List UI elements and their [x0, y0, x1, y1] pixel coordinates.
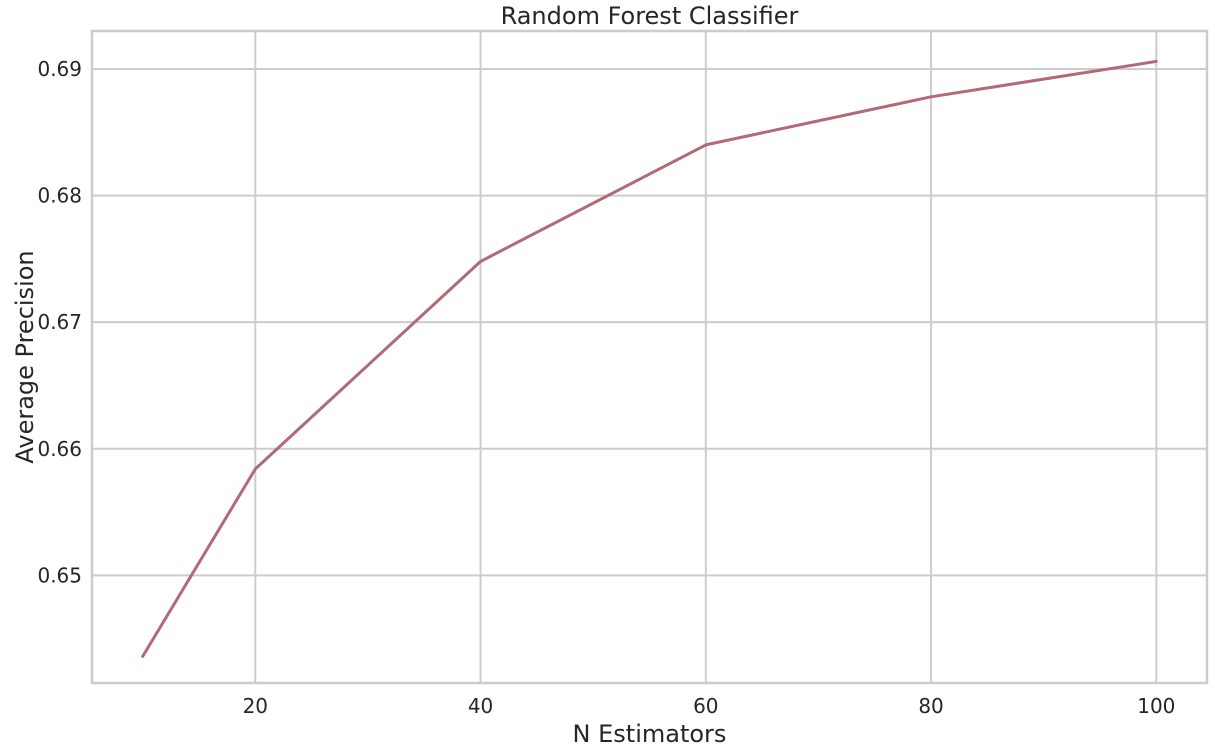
- y-axis-label: Average Precision: [11, 250, 39, 463]
- y-tick-label: 0.65: [37, 563, 82, 587]
- x-tick-label: 40: [468, 694, 493, 718]
- x-tick-label: 100: [1137, 694, 1175, 718]
- plot-frame: [90, 29, 1209, 685]
- series-layer: [141, 59, 1158, 658]
- x-axis-label: N Estimators: [573, 720, 727, 748]
- y-tick-label: 0.68: [37, 184, 82, 208]
- x-tick-label: 20: [243, 694, 268, 718]
- y-tick-label: 0.69: [37, 57, 82, 81]
- tick-labels: 20 40 60 80 100 0.65 0.66 0.67 0.68 0.69: [37, 57, 1175, 718]
- x-tick-label: 60: [693, 694, 718, 718]
- x-tick-label: 80: [918, 694, 943, 718]
- y-tick-label: 0.66: [37, 437, 82, 461]
- chart-title: Random Forest Classifier: [501, 2, 799, 30]
- series-line: [141, 59, 1158, 658]
- y-tick-label: 0.67: [37, 310, 82, 334]
